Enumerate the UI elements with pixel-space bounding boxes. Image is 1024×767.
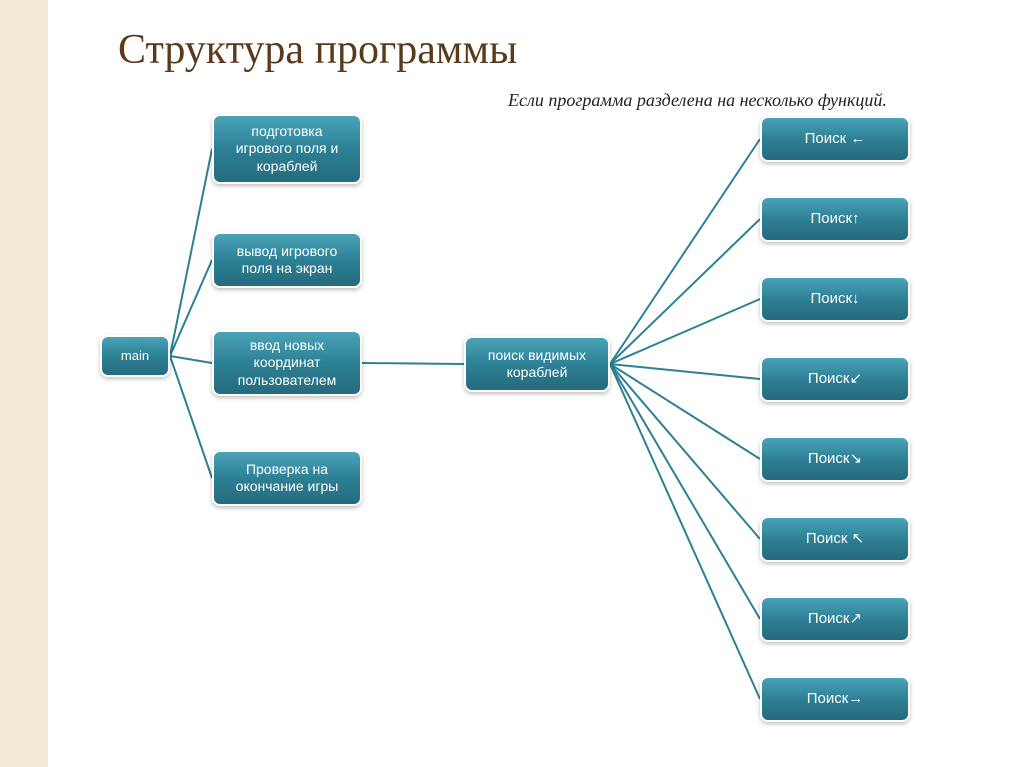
node-label: вывод игрового поля на экран — [222, 243, 352, 278]
edge-search-s_ur — [610, 364, 760, 619]
node-main: main — [100, 335, 170, 377]
node-search: поиск видимых кораблей — [464, 336, 610, 392]
node-s_r: Поиск→ — [760, 676, 910, 722]
node-input: ввод новых координат пользователем — [212, 330, 362, 396]
node-label: main — [121, 348, 149, 364]
node-s_u: Поиск↑ — [760, 196, 910, 242]
node-s_ur: Поиск↗ — [760, 596, 910, 642]
node-label: Проверка на окончание игры — [222, 461, 352, 496]
edge-search-s_u — [610, 219, 760, 364]
decorative-left-strip — [0, 0, 48, 767]
edge-main-prep — [170, 149, 212, 356]
node-label: подготовка игрового поля и кораблей — [222, 123, 352, 176]
edge-search-s_r — [610, 364, 760, 699]
node-label: ввод новых координат пользователем — [222, 337, 352, 390]
node-render: вывод игрового поля на экран — [212, 232, 362, 288]
node-s_l: Поиск ← — [760, 116, 910, 162]
node-label: Поиск↘ — [808, 450, 862, 469]
node-s_d: Поиск↓ — [760, 276, 910, 322]
node-prep: подготовка игрового поля и кораблей — [212, 114, 362, 184]
node-label: Поиск ↖ — [806, 530, 864, 549]
node-label: поиск видимых кораблей — [474, 347, 600, 382]
edge-main-input — [170, 356, 212, 363]
node-check: Проверка на окончание игры — [212, 450, 362, 506]
page-title: Структура программы — [118, 26, 517, 74]
edge-search-s_d — [610, 299, 760, 364]
page-subtitle: Если программа разделена на несколько фу… — [508, 90, 887, 111]
node-label: Поиск↓ — [810, 290, 859, 309]
edge-search-s_dl — [610, 364, 760, 379]
node-label: Поиск→ — [807, 690, 864, 709]
node-s_ul: Поиск ↖ — [760, 516, 910, 562]
edge-search-s_dr — [610, 364, 760, 459]
node-label: Поиск↗ — [808, 610, 862, 629]
edge-input-search — [362, 363, 464, 364]
edge-search-s_l — [610, 139, 760, 364]
node-label: Поиск↑ — [810, 210, 859, 229]
edge-main-check — [170, 356, 212, 478]
node-s_dl: Поиск↙ — [760, 356, 910, 402]
node-label: Поиск↙ — [808, 370, 862, 389]
edge-search-s_ul — [610, 364, 760, 539]
node-s_dr: Поиск↘ — [760, 436, 910, 482]
edge-main-render — [170, 260, 212, 356]
node-label: Поиск ← — [805, 130, 866, 149]
